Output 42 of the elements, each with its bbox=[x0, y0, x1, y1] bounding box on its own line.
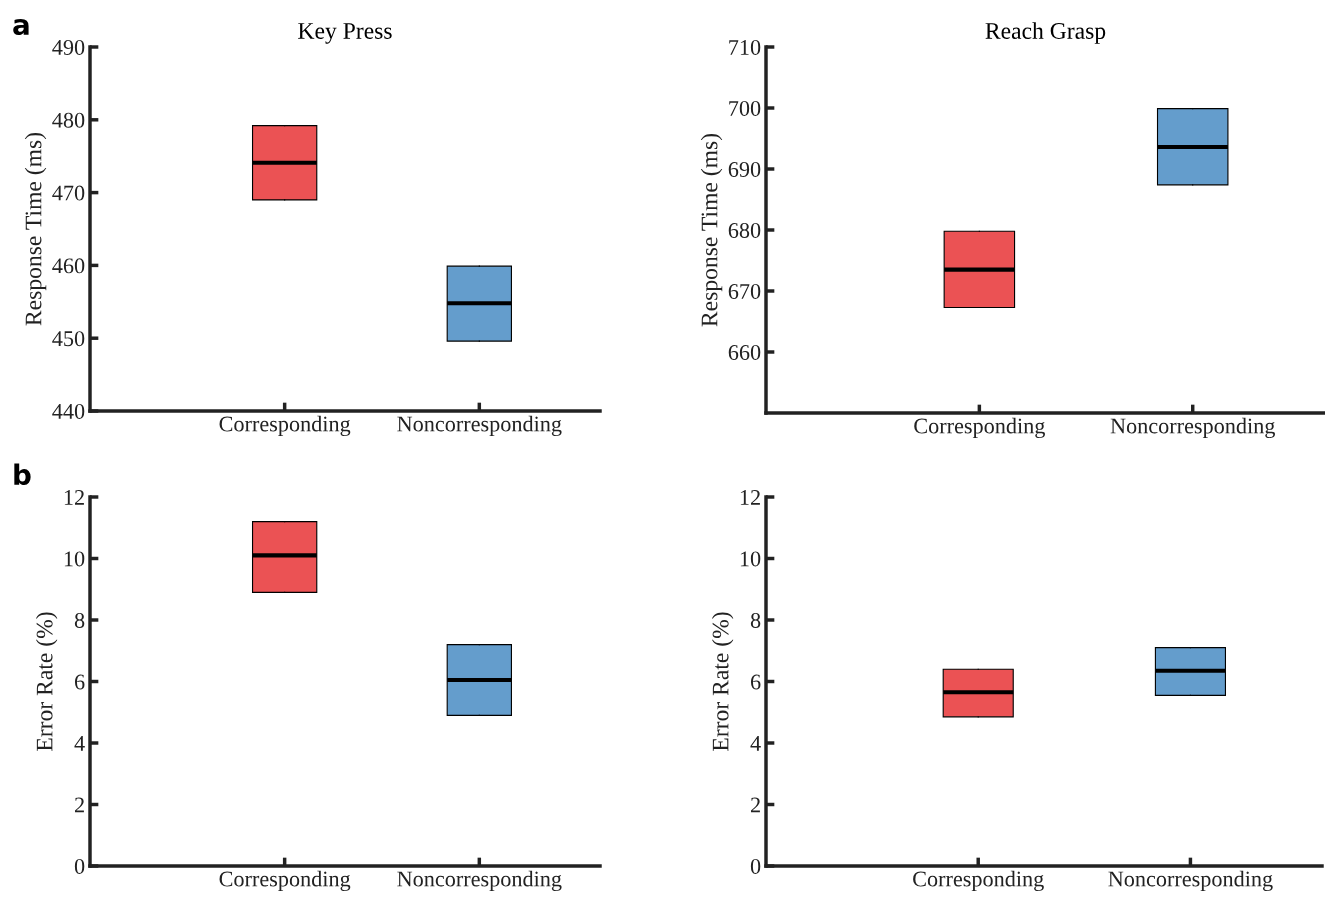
y-tick-label: 4 bbox=[750, 736, 761, 751]
text: a bbox=[13, 19, 29, 36]
y-tick-label: 12 bbox=[64, 489, 84, 505]
x-tick-label: Noncorresponding bbox=[1108, 870, 1273, 892]
y-tick-label: 710 bbox=[729, 39, 761, 55]
y-tick-label: 490 bbox=[52, 39, 85, 55]
x-tick-label: Noncorresponding bbox=[397, 870, 562, 892]
x-tick-label: Corresponding bbox=[914, 417, 1045, 439]
y-tick-label: 8 bbox=[74, 612, 85, 628]
x-tick-label: Corresponding bbox=[219, 870, 351, 892]
chart-title: Reach Grasp bbox=[985, 22, 1106, 44]
text: b bbox=[14, 463, 31, 486]
y-tick-label: 670 bbox=[728, 283, 761, 299]
y-axis-title: Response Time (ms) bbox=[700, 133, 723, 327]
y-tick-label: 460 bbox=[52, 258, 85, 274]
y-tick-label: 0 bbox=[750, 858, 761, 874]
y-axis-title: Response Time (ms) bbox=[24, 132, 47, 326]
x-tick-label: Corresponding bbox=[913, 870, 1044, 892]
y-tick-label: 2 bbox=[75, 797, 84, 813]
x-tick-label: Corresponding bbox=[219, 415, 351, 437]
y-axis-title: Error Rate (%) bbox=[711, 612, 734, 751]
y-tick-label: 440 bbox=[52, 403, 85, 419]
y-tick-label: 660 bbox=[728, 344, 761, 360]
y-tick-label: 4 bbox=[74, 736, 85, 751]
x-tick-label: Noncorresponding bbox=[1110, 417, 1275, 439]
y-tick-label: 690 bbox=[728, 161, 761, 177]
y-tick-label: 450 bbox=[52, 331, 85, 347]
y-tick-label: 10 bbox=[740, 551, 761, 567]
y-tick-label: 470 bbox=[52, 185, 85, 201]
y-tick-label: 0 bbox=[74, 858, 85, 874]
x-tick-label: Noncorresponding bbox=[397, 415, 562, 437]
y-tick-label: 480 bbox=[52, 112, 85, 128]
y-tick-label: 6 bbox=[750, 674, 761, 690]
chart-title: Key Press bbox=[298, 23, 392, 44]
y-tick-label: 10 bbox=[64, 551, 85, 567]
y-tick-label: 700 bbox=[729, 100, 761, 116]
y-tick-label: 6 bbox=[74, 674, 85, 690]
y-tick-label: 680 bbox=[728, 222, 761, 238]
y-tick-label: 2 bbox=[751, 797, 760, 813]
y-tick-label: 8 bbox=[750, 612, 761, 628]
y-axis-title: Error Rate (%) bbox=[35, 612, 58, 751]
y-tick-label: 12 bbox=[740, 489, 760, 505]
